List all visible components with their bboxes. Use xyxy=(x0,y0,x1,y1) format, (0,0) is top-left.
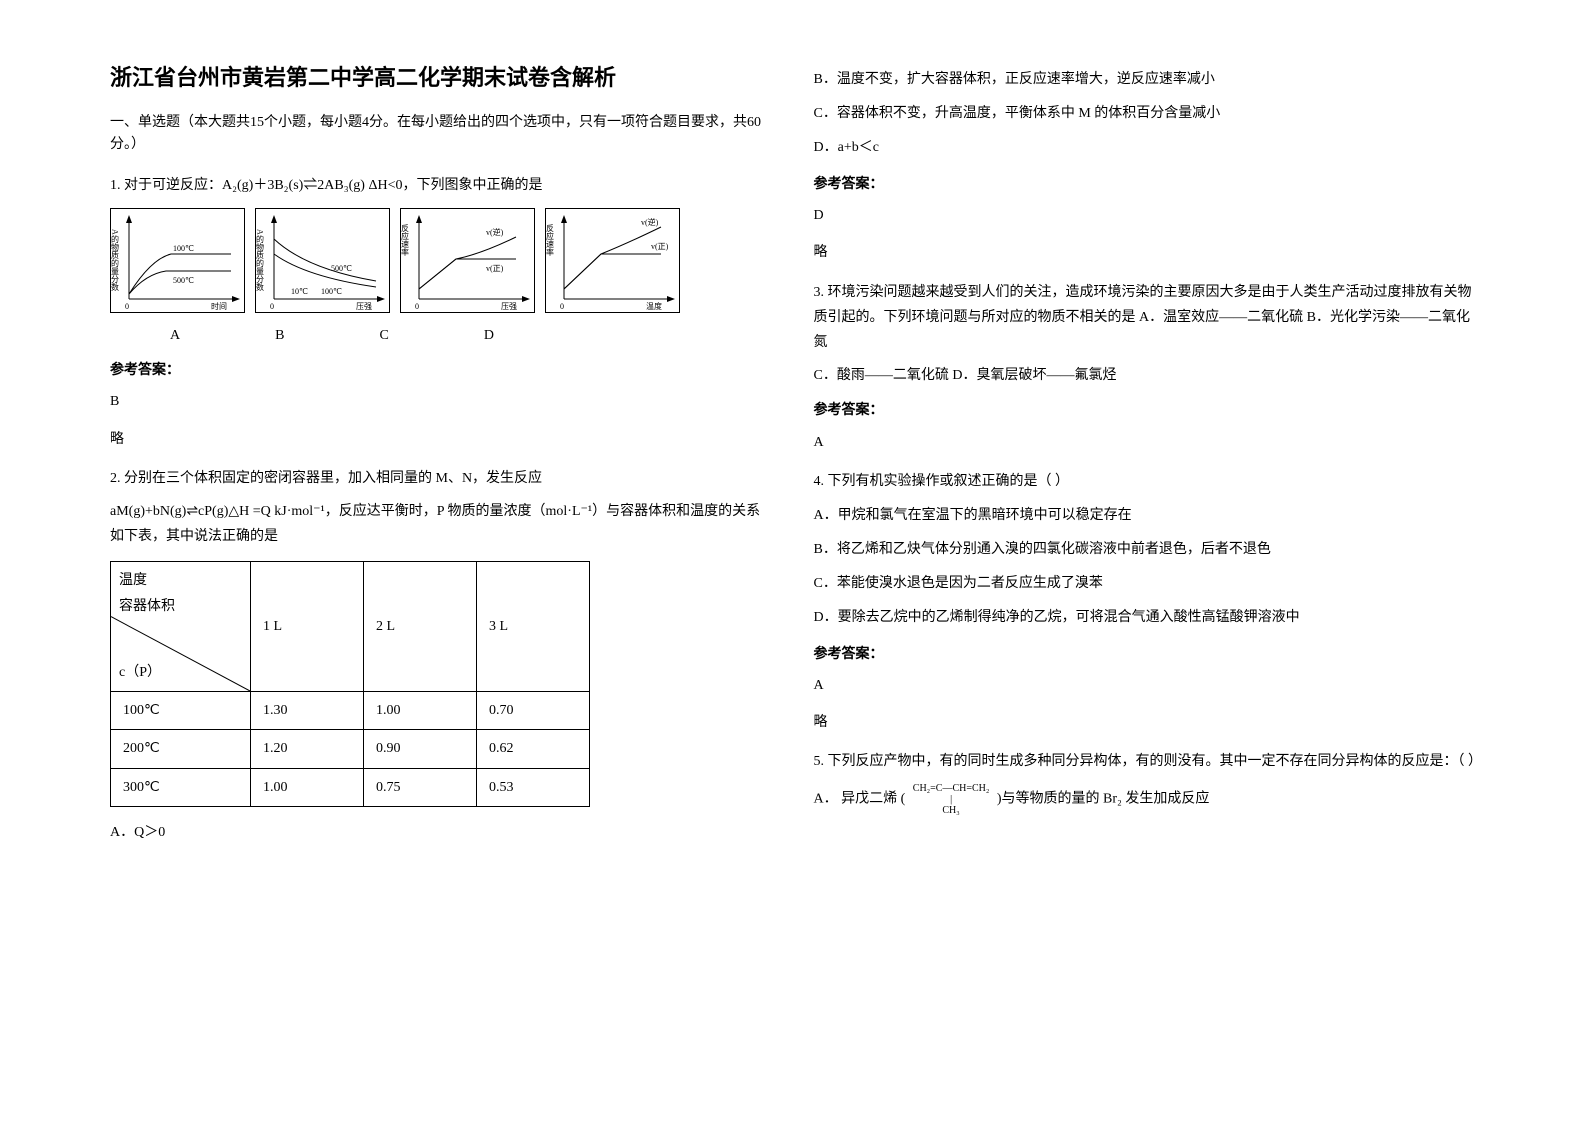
q5-a-prefix: A． 异戊二烯 ( xyxy=(814,791,906,806)
table-row: 300℃ 1.00 0.75 0.53 xyxy=(111,768,590,806)
q5-a-suffix: )与等物质的量的 Br₂ 发生加成反应 xyxy=(997,791,1210,806)
svg-text:100℃: 100℃ xyxy=(173,244,194,253)
cell: 0.53 xyxy=(477,768,590,806)
q4-answer: A xyxy=(814,673,1478,698)
svg-text:A的物质的量分数: A的物质的量分数 xyxy=(111,229,120,292)
q4-option-b: B．将乙烯和乙炔气体分别通入溴的四氯化碳溶液中前者退色，后者不退色 xyxy=(814,536,1478,564)
cell: 0.62 xyxy=(477,730,590,768)
q4-explanation: 略 xyxy=(814,710,1478,735)
q4-option-c: C．苯能使溴水退色是因为二者反应生成了溴苯 xyxy=(814,570,1478,598)
q5-a-formula: CH₂=C—CH=CH₂ | CH₃ xyxy=(913,783,990,816)
svg-text:0: 0 xyxy=(560,302,564,311)
svg-text:A的物质的量分数: A的物质的量分数 xyxy=(256,229,265,292)
svg-text:100℃: 100℃ xyxy=(321,287,342,296)
question-1: 1. 对于可逆反应：A₂(g)＋3B₂(s)⇌2AB₃(g) ΔH<0，下列图象… xyxy=(110,173,774,452)
table-row: 100℃ 1.30 1.00 0.70 xyxy=(111,692,590,730)
svg-text:v(逆): v(逆) xyxy=(641,217,659,227)
table-diagonal-header: 温度 容器体积 c（P） xyxy=(111,562,251,692)
q1-explanation: 略 xyxy=(110,427,774,452)
cell: 1.20 xyxy=(251,730,364,768)
chart-c: 反应速率 v(逆) v(正) 压强 0 xyxy=(400,208,535,313)
table-header-row: 温度 容器体积 c（P） 1 L 2 L 3 L xyxy=(111,562,590,692)
svg-text:反应速率: 反应速率 xyxy=(546,223,555,257)
svg-text:反应速率: 反应速率 xyxy=(401,223,410,257)
svg-text:10℃: 10℃ xyxy=(291,287,308,296)
table-row: 200℃ 1.20 0.90 0.62 xyxy=(111,730,590,768)
col-header-1: 1 L xyxy=(251,562,364,692)
cell: 0.90 xyxy=(364,730,477,768)
q2-text: 2. 分别在三个体积固定的密闭容器里，加入相同量的 M、N，发生反应 xyxy=(110,466,774,491)
cell: 0.75 xyxy=(364,768,477,806)
svg-text:v(逆): v(逆) xyxy=(486,227,504,237)
q3-line2: C．酸雨——二氧化硫 D．臭氧层破坏——氟氯烃 xyxy=(814,363,1478,388)
q3-text: 3. 环境污染问题越来越受到人们的关注，造成环境污染的主要原因大多是由于人类生产… xyxy=(814,280,1478,356)
chart-label-d: D xyxy=(484,323,494,348)
q4-answer-label: 参考答案： xyxy=(814,642,1478,667)
chart-d: 反应速率 v(逆) v(正) 温度 0 xyxy=(545,208,680,313)
svg-text:0: 0 xyxy=(270,302,274,311)
svg-text:温度: 温度 xyxy=(646,301,662,311)
formula-bottom: CH₃ xyxy=(942,805,959,816)
q5-option-a: A． 异戊二烯 ( CH₂=C—CH=CH₂ | CH₃ )与等物质的量的 Br… xyxy=(814,783,1478,816)
col-header-2: 2 L xyxy=(364,562,477,692)
svg-text:压强: 压强 xyxy=(501,302,517,311)
row-label: 200℃ xyxy=(111,730,251,768)
q3-answer-label: 参考答案： xyxy=(814,398,1478,423)
cell: 0.70 xyxy=(477,692,590,730)
left-column: 浙江省台州市黄岩第二中学高二化学期末试卷含解析 一、单选题（本大题共15个小题，… xyxy=(90,60,794,1062)
q4-text: 4. 下列有机实验操作或叙述正确的是（ ） xyxy=(814,469,1478,494)
q2-option-a: A．Q＞0 xyxy=(110,819,774,847)
svg-text:v(正): v(正) xyxy=(486,264,504,273)
svg-text:时间: 时间 xyxy=(211,301,227,311)
q2-answer-label: 参考答案： xyxy=(814,172,1478,197)
row-label: 100℃ xyxy=(111,692,251,730)
q1-charts: A的物质的量分数 100℃ 500℃ 时间 0 A的物质的量分数 xyxy=(110,208,774,313)
svg-text:v(正): v(正) xyxy=(651,242,669,251)
cell: 1.30 xyxy=(251,692,364,730)
page-title: 浙江省台州市黄岩第二中学高二化学期末试卷含解析 xyxy=(110,60,774,92)
q1-chart-labels: A B C D xyxy=(110,323,774,348)
cell: 1.00 xyxy=(251,768,364,806)
q2-option-d: D．a+b＜c xyxy=(814,134,1478,162)
chart-a: A的物质的量分数 100℃ 500℃ 时间 0 xyxy=(110,208,245,313)
chart-label-b: B xyxy=(275,323,284,348)
question-2-continued: B．温度不变，扩大容器体积，正反应速率增大，逆反应速率减小 C．容器体积不变，升… xyxy=(814,66,1478,266)
question-4: 4. 下列有机实验操作或叙述正确的是（ ） A．甲烷和氯气在室温下的黑暗环境中可… xyxy=(814,469,1478,736)
q3-answer: A xyxy=(814,430,1478,455)
q5-text: 5. 下列反应产物中，有的同时生成多种同分异构体，有的则没有。其中一定不存在同分… xyxy=(814,749,1478,774)
q4-option-d: D．要除去乙烷中的乙烯制得纯净的乙烷，可将混合气通入酸性高锰酸钾溶液中 xyxy=(814,604,1478,632)
formula-top: CH₂=C—CH=CH₂ xyxy=(913,783,990,794)
q2-option-c: C．容器体积不变，升高温度，平衡体系中 M 的体积百分含量减小 xyxy=(814,100,1478,128)
q2-explanation: 略 xyxy=(814,240,1478,265)
header-bottom-label: c（P） xyxy=(119,660,161,685)
q1-text: 1. 对于可逆反应：A₂(g)＋3B₂(s)⇌2AB₃(g) ΔH<0，下列图象… xyxy=(110,173,774,198)
question-5: 5. 下列反应产物中，有的同时生成多种同分异构体，有的则没有。其中一定不存在同分… xyxy=(814,749,1478,815)
chart-label-c: C xyxy=(379,323,388,348)
q2-equation: aM(g)+bN(g)⇌cP(g)△H =Q kJ·mol⁻¹，反应达平衡时，P… xyxy=(110,499,774,549)
svg-text:0: 0 xyxy=(415,302,419,311)
question-3: 3. 环境污染问题越来越受到人们的关注，造成环境污染的主要原因大多是由于人类生产… xyxy=(814,280,1478,455)
chart-label-a: A xyxy=(170,323,180,348)
svg-text:压强: 压强 xyxy=(356,302,372,311)
q4-option-a: A．甲烷和氯气在室温下的黑暗环境中可以稳定存在 xyxy=(814,502,1478,530)
question-2: 2. 分别在三个体积固定的密闭容器里，加入相同量的 M、N，发生反应 aM(g)… xyxy=(110,466,774,847)
svg-text:500℃: 500℃ xyxy=(331,264,352,273)
q2-answer: D xyxy=(814,203,1478,228)
chart-b: A的物质的量分数 500℃ 100℃ 10℃ 压强 0 xyxy=(255,208,390,313)
right-column: B．温度不变，扩大容器体积，正反应速率增大，逆反应速率减小 C．容器体积不变，升… xyxy=(794,60,1498,1062)
svg-text:500℃: 500℃ xyxy=(173,276,194,285)
cell: 1.00 xyxy=(364,692,477,730)
q2-option-b: B．温度不变，扩大容器体积，正反应速率增大，逆反应速率减小 xyxy=(814,66,1478,94)
q2-table: 温度 容器体积 c（P） 1 L 2 L 3 L 100℃ 1.30 1.00 … xyxy=(110,561,590,807)
q1-answer: B xyxy=(110,389,774,414)
section-header: 一、单选题（本大题共15个小题，每小题4分。在每小题给出的四个选项中，只有一项符… xyxy=(110,112,774,157)
svg-text:0: 0 xyxy=(125,302,129,311)
row-label: 300℃ xyxy=(111,768,251,806)
q1-answer-label: 参考答案： xyxy=(110,358,774,383)
col-header-3: 3 L xyxy=(477,562,590,692)
